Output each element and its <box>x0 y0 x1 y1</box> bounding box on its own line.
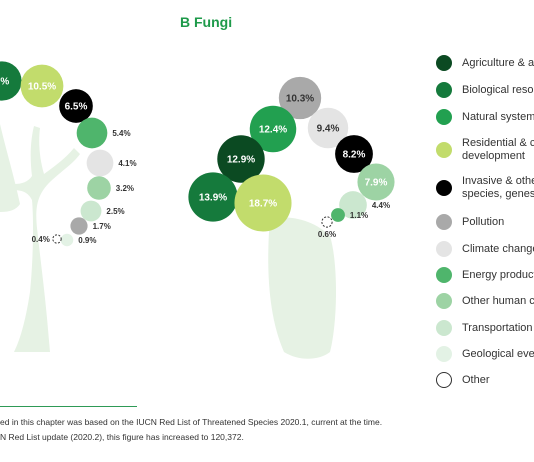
bubble <box>234 174 292 232</box>
legend-swatch <box>436 320 452 336</box>
bubble-label: 12.4% <box>259 125 287 136</box>
legend-item: Residential & c development <box>436 137 534 163</box>
bubble <box>307 107 349 149</box>
legend-label: Invasive & othe species, genes <box>462 175 534 200</box>
legend-swatch <box>436 214 452 230</box>
bubble <box>76 117 108 149</box>
bubble-label: 9.4% <box>317 124 340 135</box>
bubble-label: 7.9% <box>365 178 388 189</box>
bubble-label: 6.5% <box>65 102 88 113</box>
legend-swatch <box>436 346 452 362</box>
bubble-label: 13.9% <box>199 193 227 204</box>
bubble-label: 0.6% <box>318 230 336 239</box>
bubble <box>278 76 322 120</box>
bubble <box>60 233 74 247</box>
legend-swatch <box>436 55 452 71</box>
bubble-label: 18.7% <box>249 199 277 210</box>
legend-item: Pollution <box>436 214 504 230</box>
legend-swatch <box>436 180 452 196</box>
footnote-line-2: N Red List update (2020.2), this figure … <box>0 432 244 442</box>
bubble <box>59 89 93 123</box>
tree-silhouette-left <box>0 124 80 352</box>
legend-swatch <box>436 293 452 309</box>
bubble <box>188 172 238 222</box>
legend-label: Natural system <box>462 110 534 123</box>
bubble <box>52 234 62 244</box>
bubble <box>0 61 22 101</box>
bubble <box>335 135 373 173</box>
bubble-cluster-left: 8% 10.5% 6.5% 5.4% 4.1% 3.2% 2.5% 1.7% 0.9% 0.4% <box>0 61 137 247</box>
legend-item: Biological reso <box>436 82 534 98</box>
bubble-label: 2.5% <box>106 207 124 216</box>
legend-label: Other <box>462 373 490 386</box>
bubble-label: 1.7% <box>93 222 111 231</box>
bubble <box>331 208 345 222</box>
bubble-label: 8% <box>0 77 9 88</box>
bubble-label: 4.4% <box>372 201 390 210</box>
legend-item: Natural system <box>436 109 534 125</box>
legend-label: Climate change <box>462 242 534 255</box>
legend-item: Agriculture & a <box>436 55 534 71</box>
bubble-label: 10.3% <box>286 94 314 105</box>
bubble-label: 1.1% <box>350 211 368 220</box>
bubble <box>357 163 395 201</box>
bubble <box>321 216 333 228</box>
legend-label: Pollution <box>462 215 505 228</box>
legend-label: Transportation <box>462 321 533 334</box>
bubble-label: 0.4% <box>32 235 50 244</box>
legend-swatch <box>436 372 452 388</box>
legend-item: Other human c <box>436 293 534 309</box>
bubble <box>339 191 367 219</box>
bubble <box>87 176 111 200</box>
bubble <box>70 217 88 235</box>
bubble-cluster-right: 10.3% 12.4% 9.4% 12.9% 8.2% 7.9% 13.9% 18.7% 4.4… <box>188 76 395 239</box>
bubble <box>249 105 297 153</box>
bubble-label: 0.9% <box>78 236 96 245</box>
bubble <box>80 200 102 222</box>
legend-item: Other <box>436 372 490 388</box>
legend-item: Geological eve <box>436 346 534 362</box>
legend-item: Energy product <box>436 267 534 283</box>
legend-swatch <box>436 109 452 125</box>
bubble-label: 8.2% <box>343 150 366 161</box>
bubble <box>86 149 114 177</box>
legend-swatch <box>436 241 452 257</box>
footnote-line-1: ed in this chapter was based on the IUCN… <box>0 417 383 427</box>
legend-item: Climate change <box>436 241 534 257</box>
legend-swatch <box>436 267 452 283</box>
legend-item: Invasive & othe species, genes <box>436 175 534 201</box>
legend-swatch <box>436 142 452 158</box>
legend-swatch <box>436 82 452 98</box>
bubble-label: 5.4% <box>112 129 130 138</box>
legend-item: Transportation <box>436 320 533 336</box>
legend-label: Biological reso <box>462 83 534 96</box>
legend-label: Energy product <box>462 268 534 281</box>
bubble-label: 10.5% <box>28 82 56 93</box>
footnote-rule <box>0 406 137 407</box>
legend-label: Agriculture & a <box>462 56 534 69</box>
bubble <box>20 64 64 108</box>
legend-label: Other human c <box>462 294 534 307</box>
legend-label: Residential & c development <box>462 137 534 162</box>
bubble-label: 3.2% <box>116 184 134 193</box>
chart-title: B Fungi <box>180 14 233 30</box>
bubble <box>217 135 265 183</box>
bubble-label: 12.9% <box>227 155 255 166</box>
legend-label: Geological eve <box>462 347 534 360</box>
tree-trunk-right <box>268 217 336 359</box>
bubble-label: 4.1% <box>118 159 136 168</box>
